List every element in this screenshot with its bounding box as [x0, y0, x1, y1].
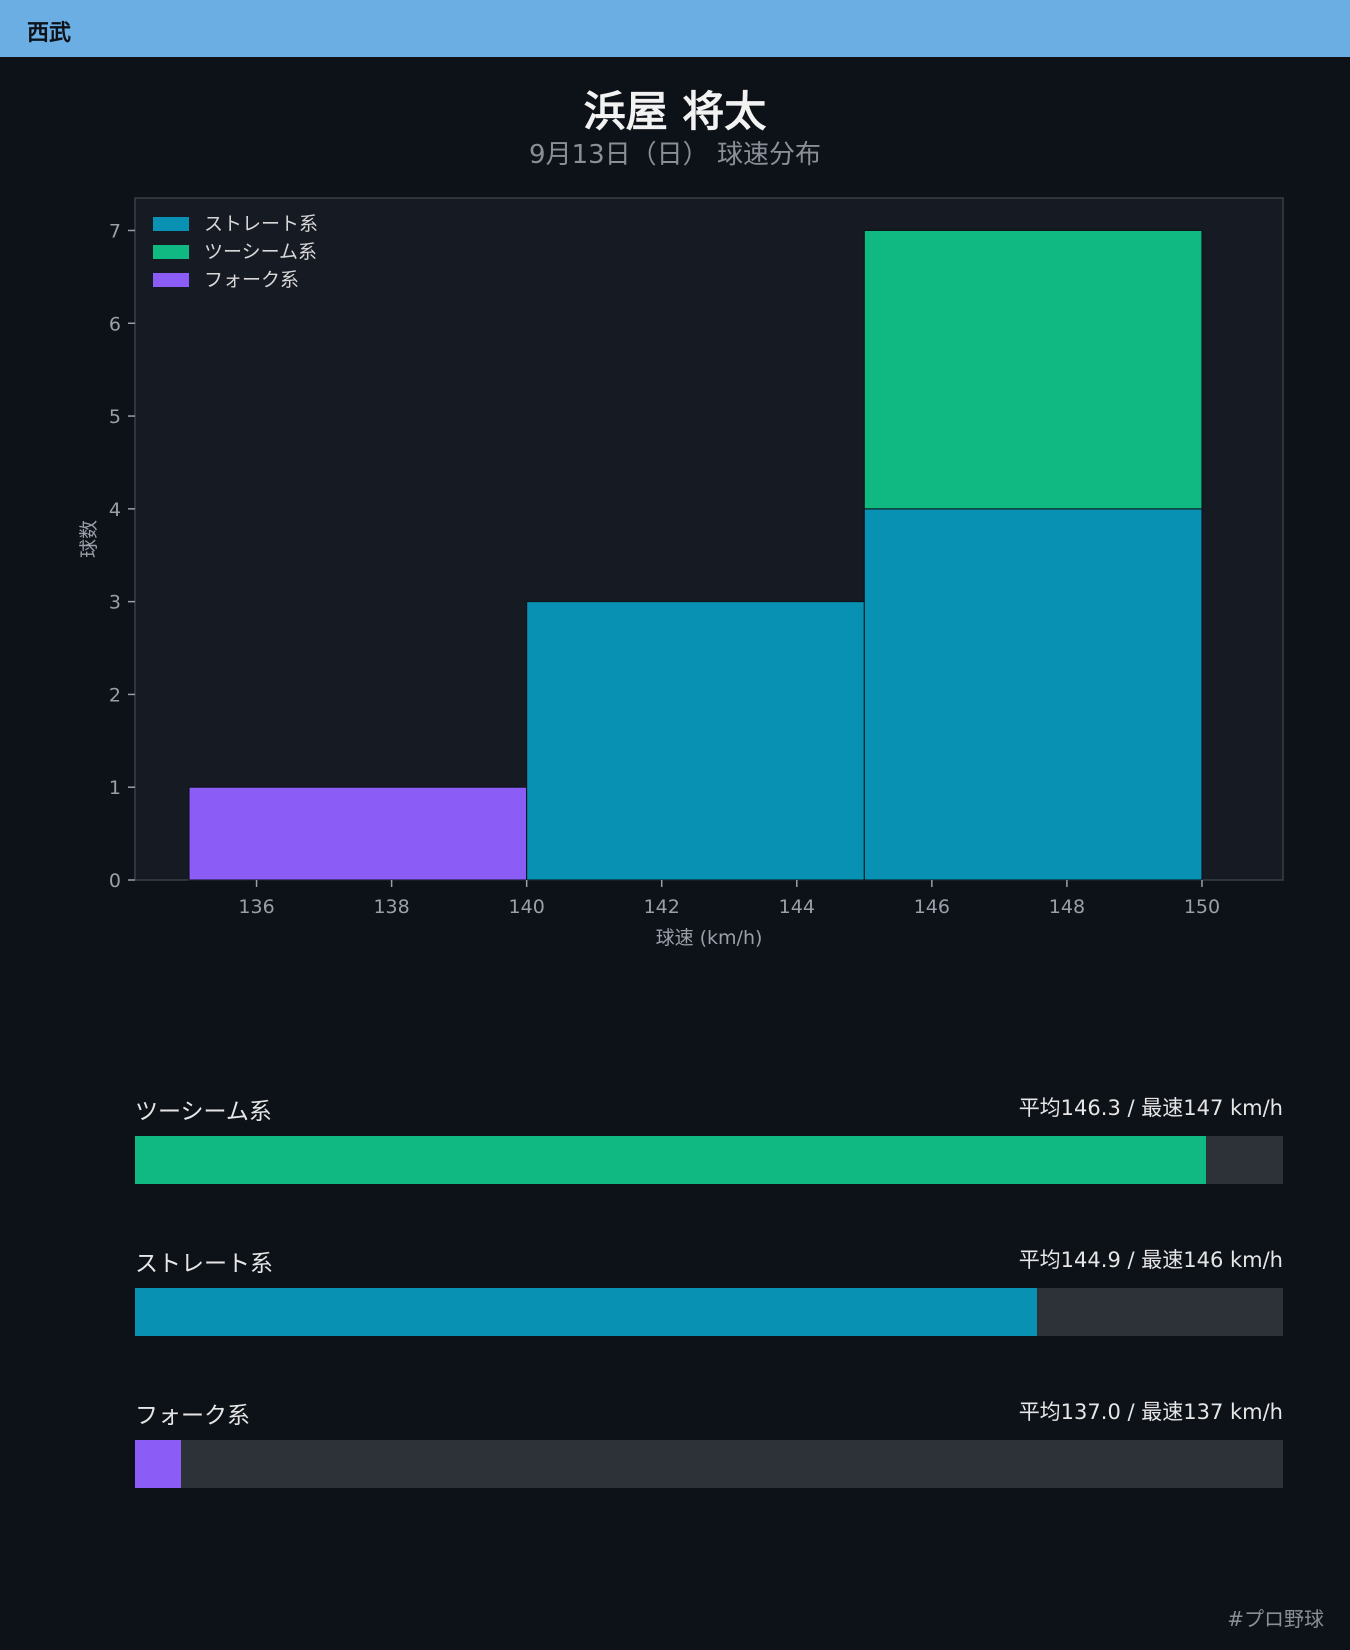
y-tick-label: 4 [109, 499, 121, 521]
y-tick-label: 0 [109, 870, 121, 892]
legend-label: ツーシーム系 [204, 241, 317, 263]
chart-subtitle: 9月13日（日） 球速分布 [529, 140, 821, 170]
speed-bar-fill [135, 1136, 1207, 1184]
legend-label: ストレート系 [204, 213, 318, 235]
speed-row-stats: 平均144.9 / 最速146 km/h [1018, 1248, 1283, 1272]
x-tick-label: 136 [238, 896, 274, 918]
speed-row-label: ツーシーム系 [135, 1099, 272, 1125]
speed-row-stats: 平均146.3 / 最速147 km/h [1018, 1096, 1283, 1120]
y-tick-label: 5 [109, 406, 121, 428]
speed-histogram: 136 138 140 142 144 146 148 150 0 1 2 3 4 5 6 7 球速 (km/h… [78, 197, 1284, 949]
y-tick-label: 1 [109, 777, 121, 799]
y-axis-label: 球数 [78, 520, 100, 558]
histogram-bar [863, 229, 1203, 510]
y-tick-label: 7 [109, 220, 121, 242]
y-tick-label: 3 [109, 592, 121, 614]
x-tick-label: 138 [373, 896, 409, 918]
header-bar: 西武 [0, 0, 1350, 57]
y-tick-label: 6 [109, 313, 121, 335]
x-tick-label: 146 [914, 896, 950, 918]
y-tick-label: 2 [109, 684, 121, 706]
legend-swatch [153, 245, 189, 259]
hashtag: #プロ野球 [1227, 1607, 1324, 1631]
x-tick-label: 150 [1184, 896, 1220, 918]
speed-row-stats: 平均137.0 / 最速137 km/h [1018, 1400, 1283, 1424]
histogram-bar [188, 786, 528, 881]
x-tick-label: 140 [509, 896, 545, 918]
legend-label: フォーク系 [204, 269, 299, 291]
player-name: 浜屋 将太 [583, 87, 767, 136]
plot-area: 136 138 140 142 144 146 148 150 0 1 2 3 4 5 6 7 球速 (km/h… [78, 197, 1284, 949]
speed-bar-fill [135, 1288, 1038, 1336]
team-label: 西武 [27, 21, 72, 46]
x-tick-label: 148 [1049, 896, 1085, 918]
legend-swatch [153, 273, 189, 287]
speed-row-label: フォーク系 [135, 1403, 250, 1429]
speed-bar-track [135, 1136, 1283, 1184]
speed-bar-fill [135, 1440, 181, 1488]
histogram-bar [863, 508, 1203, 881]
x-tick-label: 144 [779, 896, 815, 918]
histogram-bar [526, 601, 865, 881]
speed-row-label: ストレート系 [135, 1251, 273, 1277]
x-axis-label: 球速 (km/h) [656, 927, 763, 949]
speed-bar-track [135, 1440, 1283, 1488]
speed-bar-track [135, 1288, 1283, 1336]
x-tick-label: 142 [644, 896, 680, 918]
legend-swatch [153, 217, 189, 231]
